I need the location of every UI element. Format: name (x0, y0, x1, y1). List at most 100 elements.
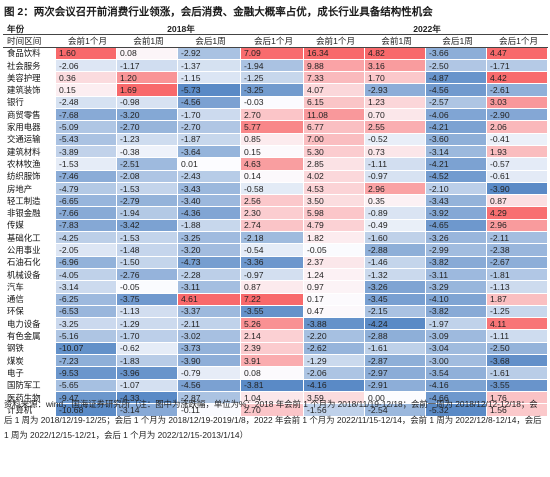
value-cell: -2.28 (177, 267, 241, 282)
value-cell: 1.82 (303, 231, 366, 245)
value-cell: 11.08 (303, 108, 366, 122)
value-cell: -3.43 (177, 181, 241, 196)
table-row: 家用电器 -5.09 -2.70 -2.70 5.77 6.77 2.55 -4.21 2.06 (3, 120, 549, 134)
value-cell: -3.00 (425, 354, 488, 368)
value-cell: 3.50 (303, 194, 366, 208)
value-cell: -4.10 (425, 292, 488, 306)
value-cell: 4.07 (303, 83, 366, 97)
value-cell: -2.90 (486, 108, 549, 122)
period-header: 会后1周 (177, 34, 241, 48)
table-row: 美容护理 0.36 1.20 -1.15 -1.25 7.33 1.70 -4.87 4.42 (3, 71, 549, 85)
value-cell: -3.25 (239, 83, 305, 97)
value-cell: -3.02 (177, 329, 241, 343)
value-cell: -1.15 (177, 71, 241, 85)
table-row: 建筑装饰 0.15 1.69 -5.73 -3.25 4.07 -2.93 -4.56 -2.6… (3, 83, 549, 97)
value-cell: -4.66 (425, 390, 488, 405)
value-cell: -4.87 (425, 71, 488, 85)
value-cell: -4.56 (425, 83, 488, 97)
value-cell: 1.24 (303, 267, 366, 282)
period-header: 会后1个月 (486, 34, 549, 48)
table-row: 电子 -9.53 -3.96 -0.79 0.08 -2.06 -2.97 -3.54 -1.6… (3, 366, 549, 380)
value-cell: -4.24 (364, 317, 427, 331)
value-cell: 1.70 (364, 71, 427, 85)
industry-label: 银行 (3, 95, 56, 110)
value-cell: 0.47 (303, 304, 366, 319)
value-cell: -7.83 (55, 218, 117, 233)
value-cell: 2.55 (364, 120, 427, 134)
value-cell: 2.85 (303, 157, 366, 171)
value-cell: -1.46 (364, 255, 427, 269)
value-cell: 2.39 (239, 341, 305, 356)
value-cell: 6.15 (303, 95, 366, 110)
source-note: 资料来源：wind，国海证券研究所（注：图中为涨跌幅，单位为%；2018 年会前… (4, 399, 542, 440)
value-cell: -1.70 (177, 108, 241, 122)
table-row: 轻工制造 -6.65 -2.79 -3.40 2.56 3.50 0.35 -3.43 0.87 (3, 194, 549, 208)
value-cell: 7.22 (239, 292, 305, 306)
table-row: 汽车 -3.14 -0.05 -3.11 0.87 0.97 -3.26 -3.29 -1.13 (3, 280, 549, 294)
value-cell: -0.38 (116, 144, 178, 159)
value-cell: -5.43 (55, 132, 117, 146)
value-cell: 9.88 (303, 58, 366, 73)
value-cell: -3.25 (55, 317, 117, 331)
value-cell: -7.46 (55, 169, 117, 183)
value-cell: -2.93 (364, 83, 427, 97)
value-cell: 7.09 (239, 46, 305, 60)
year-2022-header: 2022年 (303, 21, 549, 36)
industry-label: 农林牧渔 (3, 157, 56, 171)
value-cell: 0.97 (303, 280, 366, 294)
value-cell: -0.57 (486, 157, 549, 171)
value-cell: -2.06 (55, 58, 117, 73)
value-cell: -3.92 (425, 206, 488, 220)
value-cell: -0.97 (239, 267, 305, 282)
value-cell: -1.11 (364, 157, 427, 171)
value-cell: -3.37 (177, 304, 241, 319)
value-cell: -1.48 (116, 243, 178, 257)
table-row: 机械设备 -4.05 -2.76 -2.28 -0.97 1.24 -1.32 -3.11 -1… (3, 267, 549, 282)
industry-label: 煤炭 (3, 354, 56, 368)
value-cell: -2.61 (486, 83, 549, 97)
value-cell: -0.52 (364, 132, 427, 146)
value-cell: -10.68 (55, 403, 117, 417)
value-cell: -2.87 (364, 354, 427, 368)
industry-label: 交通运输 (3, 132, 56, 146)
value-cell: -1.53 (116, 181, 178, 196)
value-cell: -4.21 (425, 157, 488, 171)
industry-label: 轻工制造 (3, 194, 56, 208)
value-cell: -0.89 (364, 206, 427, 220)
value-cell: -5.09 (55, 120, 117, 134)
value-cell: -4.06 (425, 108, 488, 122)
value-cell: -0.58 (239, 181, 305, 196)
value-cell: -2.54 (364, 403, 427, 417)
value-cell: -1.07 (116, 378, 178, 392)
value-cell: -10.07 (55, 341, 117, 356)
value-cell: -2.99 (425, 243, 488, 257)
table-row: 银行 -2.48 -0.98 -4.56 -0.03 6.15 1.23 -2.57 3.03 (3, 95, 549, 110)
value-cell: -1.50 (116, 255, 178, 269)
industry-label: 食品饮料 (3, 46, 56, 60)
value-cell: -0.11 (177, 403, 241, 417)
value-cell: -2.15 (364, 304, 427, 319)
value-cell: -1.11 (486, 329, 549, 343)
table-row: 钢铁 -10.07 -0.62 -3.73 2.39 -2.62 -1.61 -3.04 -2.… (3, 341, 549, 356)
value-cell: 2.74 (239, 218, 305, 233)
value-cell: -6.25 (55, 292, 117, 306)
period-label: 时间区间 (3, 34, 56, 48)
value-cell: -2.48 (55, 95, 117, 110)
table-row: 电力设备 -3.25 -1.29 -2.11 5.26 -3.88 -4.24 -1.97 4.… (3, 317, 549, 331)
value-cell: -4.79 (55, 181, 117, 196)
table-row: 煤炭 -7.23 -1.83 -3.90 3.91 -1.29 -2.87 -3.00 -3.6… (3, 354, 549, 368)
value-cell: -3.09 (425, 329, 488, 343)
value-cell: -4.16 (425, 378, 488, 392)
table-row: 社会服务 -2.06 -1.17 -1.37 -1.94 9.88 3.16 -2.50 -1.… (3, 58, 549, 73)
table-row: 非银金融 -7.66 -1.94 -4.36 2.30 5.98 -0.89 -3.92 4.2… (3, 206, 549, 220)
value-cell: -2.18 (239, 231, 305, 245)
value-cell: 1.20 (116, 71, 178, 85)
value-cell: -0.54 (239, 243, 305, 257)
value-cell: 5.26 (239, 317, 305, 331)
industry-label: 石油石化 (3, 255, 56, 269)
value-cell: -9.47 (55, 390, 117, 405)
period-header: 会后1周 (425, 34, 488, 48)
value-cell: -3.20 (177, 243, 241, 257)
value-cell: -2.88 (364, 329, 427, 343)
value-cell: 4.11 (486, 317, 549, 331)
